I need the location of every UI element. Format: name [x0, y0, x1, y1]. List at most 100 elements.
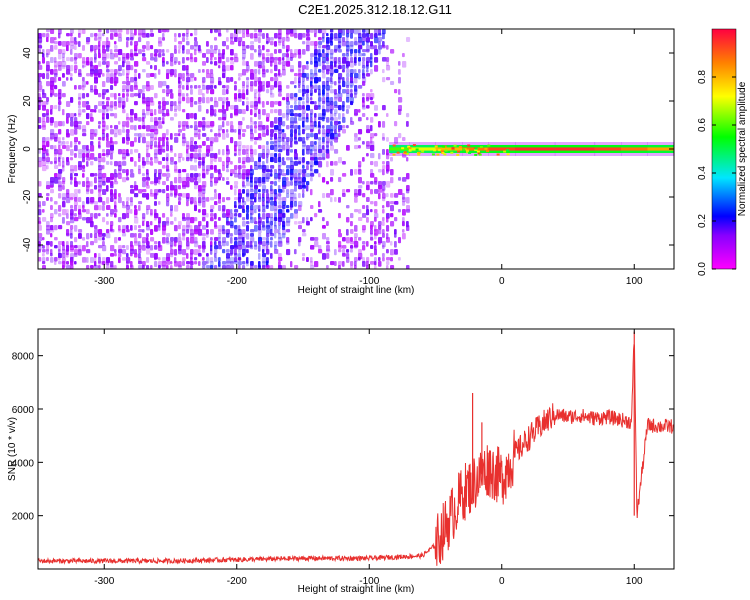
heatmap-cell	[378, 241, 381, 245]
heatmap-cell	[330, 49, 334, 55]
heatmap-cell	[110, 229, 115, 233]
heatmap-cell	[294, 201, 297, 207]
heatmap-cell	[146, 193, 150, 200]
heatmap-cell	[302, 145, 306, 150]
heatmap-cell	[350, 241, 355, 245]
heatmap-cell	[310, 173, 315, 177]
heatmap-cell	[62, 185, 65, 190]
y-tick-label: 8000	[12, 352, 35, 363]
signal-speckle	[506, 149, 510, 152]
heatmap-cell	[254, 77, 259, 83]
heatmap-cell	[122, 125, 125, 129]
heatmap-cell	[202, 201, 206, 208]
heatmap-cell	[90, 213, 94, 218]
heatmap-cell	[318, 89, 321, 96]
heatmap-cell	[198, 245, 202, 249]
heatmap-cell	[234, 153, 237, 157]
heatmap-cell	[382, 205, 385, 209]
heatmap-cell	[362, 53, 366, 57]
heatmap-cell	[322, 125, 325, 129]
heatmap-cell	[342, 193, 346, 197]
heatmap-cell	[282, 169, 285, 173]
heatmap-cell	[366, 185, 370, 191]
heatmap-cell	[290, 165, 294, 171]
heatmap-cell	[170, 57, 174, 62]
heatmap-cell	[174, 49, 177, 54]
heatmap-cell	[246, 241, 250, 248]
heatmap-cell	[134, 233, 137, 238]
heatmap-cell	[74, 197, 78, 202]
heatmap-cell	[222, 237, 226, 243]
heatmap-cell	[234, 53, 238, 58]
heatmap-cell	[146, 109, 150, 116]
heatmap-cell	[374, 105, 378, 111]
heatmap-cell	[282, 57, 285, 61]
heatmap-cell	[118, 29, 123, 33]
heatmap-cell	[38, 161, 42, 168]
heatmap-cell	[106, 73, 111, 78]
heatmap-cell	[362, 241, 366, 245]
heatmap-cell	[290, 57, 293, 61]
heatmap-cell	[266, 41, 269, 45]
heatmap-cell	[278, 101, 282, 107]
heatmap-cell	[66, 261, 69, 265]
heatmap-cell	[346, 109, 349, 114]
heatmap-cell	[146, 145, 150, 150]
heatmap-cell	[62, 121, 65, 127]
heatmap-cell	[258, 265, 261, 269]
heatmap-cell	[314, 77, 319, 84]
heatmap-cell	[330, 137, 335, 142]
heatmap-cell	[230, 61, 235, 65]
heatmap-cell	[54, 73, 58, 78]
heatmap-cell	[246, 61, 249, 66]
heatmap-cell	[290, 121, 295, 126]
heatmap-cell	[266, 265, 270, 269]
heatmap-cell	[354, 261, 357, 266]
heatmap-cell	[162, 189, 166, 194]
heatmap-cell	[270, 213, 273, 219]
heatmap-cell	[254, 73, 257, 78]
heatmap-cell	[58, 33, 61, 39]
heatmap-cell	[266, 229, 271, 234]
heatmap-cell	[102, 49, 106, 54]
heatmap-cell	[202, 225, 207, 230]
heatmap-cell	[390, 157, 393, 162]
heatmap-cell	[142, 217, 146, 222]
heatmap-cell	[130, 93, 135, 98]
heatmap-cell	[326, 101, 331, 106]
heatmap-cell	[358, 53, 363, 57]
heatmap-cell	[362, 229, 366, 233]
heatmap-cell	[210, 109, 215, 116]
heatmap-cell	[222, 197, 225, 203]
heatmap-cell	[210, 125, 214, 129]
colorbar-ticks: 0.00.20.40.60.8	[697, 70, 736, 276]
heatmap-cell	[370, 181, 374, 185]
heatmap-cell	[70, 57, 74, 62]
heatmap-cell	[358, 85, 363, 89]
signal-speckle	[433, 149, 437, 152]
heatmap-cell	[238, 73, 243, 77]
heatmap-cell	[362, 213, 367, 218]
heatmap-cell	[282, 185, 287, 189]
heatmap-cell	[146, 33, 150, 38]
heatmap-cell	[166, 29, 170, 33]
heatmap-cell	[114, 253, 117, 257]
heatmap-cell	[98, 205, 102, 211]
heatmap-cell	[374, 249, 377, 256]
heatmap-cell	[354, 245, 358, 249]
heatmap-cell	[302, 189, 305, 194]
heatmap-cell	[50, 229, 55, 233]
heatmap-cell	[182, 137, 187, 144]
heatmap-cell	[106, 153, 109, 158]
heatmap-cell	[38, 201, 41, 207]
heatmap-cell	[134, 185, 139, 191]
heatmap-cell	[38, 73, 42, 78]
heatmap-cell	[150, 209, 153, 215]
heatmap-cell	[306, 45, 310, 52]
heatmap-cell	[258, 29, 262, 33]
heatmap-cell	[154, 153, 158, 159]
heatmap-cell	[274, 73, 278, 77]
heatmap-cell	[98, 109, 102, 113]
heatmap-cell	[186, 49, 190, 55]
heatmap-cell	[86, 217, 91, 224]
